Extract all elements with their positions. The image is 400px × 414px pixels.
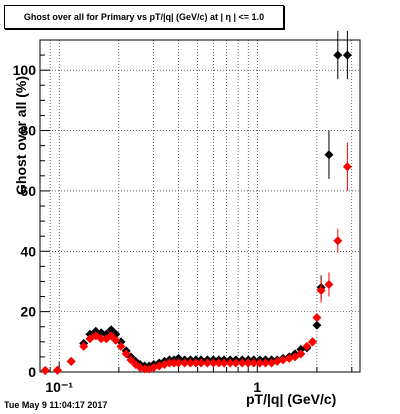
data-point-black xyxy=(324,150,334,160)
data-point-red xyxy=(278,355,288,365)
data-point-red xyxy=(180,358,190,368)
y-tick-label: 60 xyxy=(20,183,36,199)
data-point-red xyxy=(173,358,183,368)
data-markers xyxy=(40,30,352,375)
data-point-red xyxy=(40,365,50,375)
y-tick-label: 40 xyxy=(20,243,36,259)
data-point-red xyxy=(225,358,235,368)
data-point-red xyxy=(255,358,265,368)
data-point-red xyxy=(302,341,312,351)
data-point-black xyxy=(106,325,116,335)
x-tick-label: 1 xyxy=(253,379,261,395)
data-point-red xyxy=(214,358,224,368)
data-point-red xyxy=(52,365,62,375)
data-point-red xyxy=(126,355,136,365)
data-point-red xyxy=(121,349,131,359)
y-tick-label: 80 xyxy=(20,123,36,139)
data-point-red xyxy=(312,313,322,323)
data-point-red xyxy=(208,358,218,368)
data-point-red xyxy=(296,349,306,359)
data-point-black xyxy=(333,50,343,60)
data-point-red xyxy=(96,334,106,344)
data-point-red xyxy=(249,358,259,368)
data-point-red xyxy=(185,358,195,368)
data-point-black xyxy=(312,320,322,330)
data-point-red xyxy=(324,279,334,289)
x-axis-label: pT/|q| (GeV/c) xyxy=(246,391,337,407)
data-point-red xyxy=(308,337,318,347)
data-point-red xyxy=(140,364,150,374)
tick-labels: 0 20 40 60 80 100 10⁻¹ 1 xyxy=(13,62,262,395)
data-point-red xyxy=(231,358,241,368)
y-axis-label: Ghost over all (%) xyxy=(13,75,29,195)
grid-lines xyxy=(39,40,360,373)
y-tick-label: 0 xyxy=(28,364,36,380)
y-tick-label: 20 xyxy=(20,304,36,320)
y-tick-label: 100 xyxy=(13,62,37,78)
axis-ticks xyxy=(39,39,353,373)
data-point-red xyxy=(164,358,174,368)
data-point-black xyxy=(342,50,352,60)
data-point-red xyxy=(106,331,116,341)
data-point-red xyxy=(316,286,326,296)
plot-frame xyxy=(39,39,361,373)
data-point-red xyxy=(79,341,89,351)
data-point-red xyxy=(116,341,126,351)
data-point-red xyxy=(260,358,270,368)
data-point-red xyxy=(196,358,206,368)
data-point-red xyxy=(243,358,253,368)
chart-title: Ghost over all for Primary vs pT/|q| (Ge… xyxy=(4,5,284,29)
data-point-red xyxy=(111,335,121,345)
data-point-red xyxy=(342,162,352,172)
data-point-red xyxy=(202,358,212,368)
data-point-red xyxy=(66,356,76,366)
data-point-red xyxy=(333,236,343,246)
timestamp: Tue May 9 11:04:17 2017 xyxy=(4,400,108,410)
data-point-red xyxy=(237,358,247,368)
data-point-red xyxy=(191,358,201,368)
x-tick-label: 10⁻¹ xyxy=(45,379,73,395)
data-point-red xyxy=(219,358,229,368)
